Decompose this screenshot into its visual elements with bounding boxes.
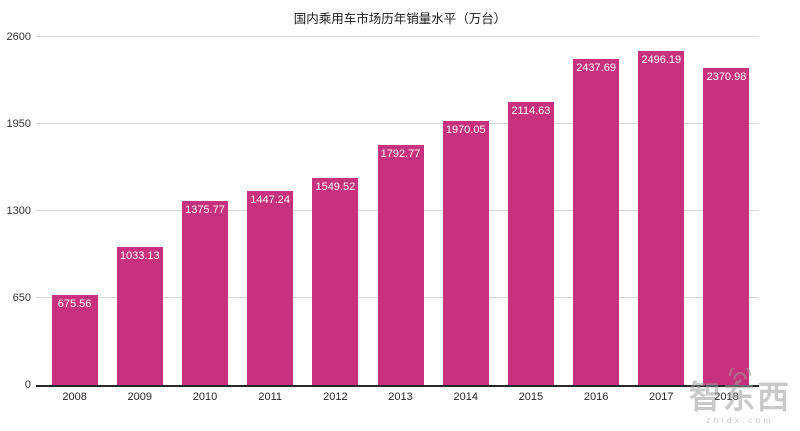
bar-value-label: 2114.63 (511, 104, 551, 117)
bar-value-label: 2370.98 (706, 70, 747, 83)
bar-2012: 1549.52 (312, 177, 359, 385)
y-tick-label: 0 (24, 379, 31, 391)
bar-cell: 2496.19 2017 (629, 37, 694, 403)
x-tick-label: 2018 (714, 391, 739, 403)
bar-value-label: 1970.05 (445, 124, 486, 137)
bar-cell: 1549.52 2012 (303, 37, 368, 403)
x-tick-label: 2015 (518, 391, 544, 403)
bar-value-label: 1375.77 (185, 203, 225, 216)
bar-2016: 2437.69 (573, 58, 620, 385)
bar-2008: 675.56 (51, 294, 98, 385)
bar-2018: 2370.98 (703, 67, 750, 385)
bar-cell: 1447.24 2011 (238, 37, 303, 403)
y-tick-label: 650 (12, 292, 31, 304)
bar-cell: 2437.69 2016 (564, 37, 629, 403)
x-tick-label: 2016 (583, 391, 609, 403)
gridline (36, 123, 759, 124)
bar-cell: 1375.77 2010 (172, 37, 237, 403)
x-tick-label: 2013 (388, 391, 413, 403)
x-tick-label: 2009 (127, 391, 153, 403)
chart-title: 国内乘用车市场历年销量水平（万台） (293, 12, 507, 26)
bar-value-label: 2437.69 (576, 61, 616, 74)
gridline (36, 36, 759, 37)
bar-value-label: 1033.13 (119, 249, 160, 262)
bar-value-label: 2496.19 (641, 53, 682, 66)
y-tick-label: 2600 (6, 31, 31, 43)
bar-2015: 2114.63 (507, 101, 554, 385)
x-tick-label: 2014 (453, 391, 478, 403)
watermark-site-text: zhidx.com (706, 416, 774, 425)
bar-cell: 1033.13 2009 (107, 37, 172, 403)
x-tick-label: 2012 (323, 391, 348, 403)
bar-cell: 2114.63 2015 (498, 37, 563, 403)
bar-cell: 2370.98 2018 (694, 37, 759, 403)
bar-value-label: 1792.77 (380, 148, 421, 161)
watermark: 智东西 zhidx.com (681, 368, 799, 425)
bar-value-label: 1549.52 (315, 180, 356, 193)
bar-cell: 1970.05 2014 (433, 37, 498, 403)
bar-2011: 1447.24 (247, 191, 294, 385)
bar-2013: 1792.77 (377, 145, 424, 385)
x-tick-label: 2008 (62, 391, 87, 403)
bar-2017: 2496.19 (638, 50, 685, 385)
bar-2014: 1970.05 (442, 121, 489, 385)
x-tick-label: 2011 (258, 391, 282, 403)
bar-value-label: 1447.24 (250, 194, 291, 207)
bar-2009: 1033.13 (116, 246, 163, 385)
y-tick-label: 1300 (6, 205, 31, 217)
bar-2010: 1375.77 (181, 200, 228, 385)
bars-row: 675.56 2008 1033.13 2009 1375.77 2010 1447.24 2… (42, 37, 759, 403)
x-tick-label: 2017 (649, 391, 674, 403)
y-tick-label: 1950 (6, 118, 31, 130)
bar-value-label: 675.56 (57, 297, 92, 310)
bar-cell: 675.56 2008 (42, 37, 107, 403)
bar-cell: 1792.77 2013 (368, 37, 433, 403)
x-tick-label: 2010 (192, 391, 218, 403)
